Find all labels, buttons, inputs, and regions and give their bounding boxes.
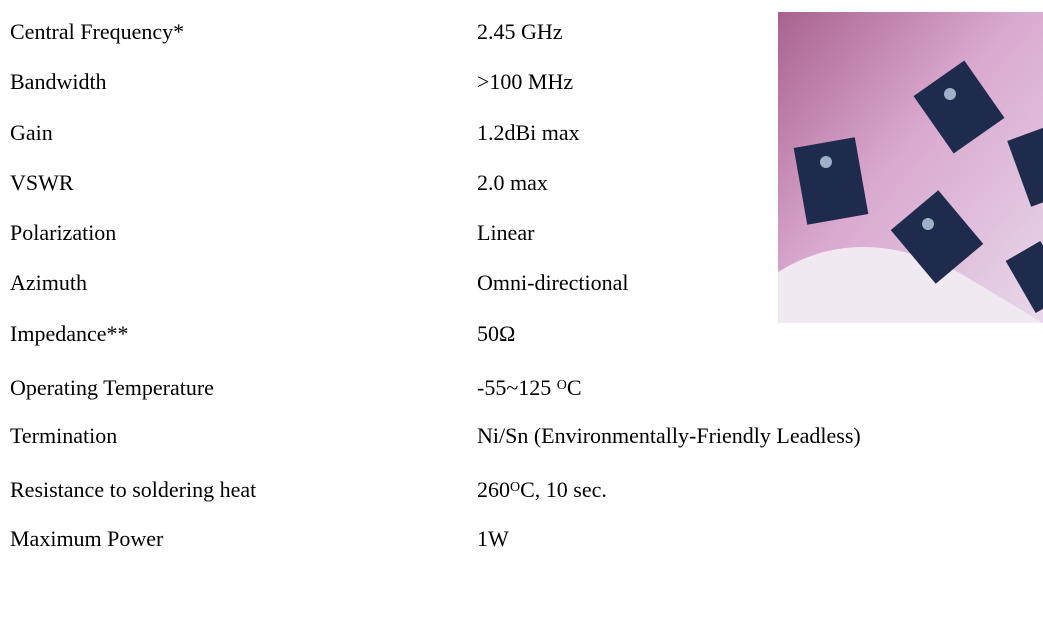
spec-value: 1.2dBi max: [477, 120, 580, 146]
product-photo: [778, 12, 1043, 323]
superscript: O: [556, 378, 567, 393]
spec-label: Azimuth: [10, 270, 87, 295]
value-text: Omni-directional: [477, 270, 629, 295]
spec-value: 2.0 max: [477, 170, 548, 196]
spec-label: VSWR: [10, 170, 74, 195]
spec-value: >100 MHz: [477, 69, 573, 95]
spec-value: Omni-directional: [477, 270, 629, 296]
superscript: O: [510, 480, 521, 495]
value-text: -55~125: [477, 375, 557, 400]
spec-label: Gain: [10, 120, 53, 145]
spec-label: Central Frequency*: [10, 19, 185, 44]
spec-value: 50Ω: [477, 321, 515, 347]
value-text: 1W: [477, 526, 509, 551]
spec-label: Bandwidth: [10, 69, 107, 94]
spec-label: Maximum Power: [10, 526, 164, 551]
spec-value: -55~125 OC: [477, 375, 582, 401]
spec-label: Impedance**: [10, 321, 129, 346]
value-text: 260: [477, 477, 510, 502]
value-text: Ni/Sn (Environmentally-Friendly Leadless…: [477, 423, 861, 448]
spec-label: Resistance to soldering heat: [10, 477, 257, 502]
value-text: C: [566, 375, 582, 400]
spec-value: 2.45 GHz: [477, 19, 563, 45]
value-text: 2.0 max: [477, 170, 548, 195]
spec-value: Ni/Sn (Environmentally-Friendly Leadless…: [477, 423, 861, 449]
value-text: C, 10 sec.: [520, 477, 607, 502]
value-text: Linear: [477, 220, 535, 245]
spec-value: 1W: [477, 526, 509, 552]
value-text: 2.45 GHz: [477, 19, 563, 44]
spec-label: Termination: [10, 423, 118, 448]
value-text: >100 MHz: [477, 69, 574, 94]
spec-label: Operating Temperature: [10, 375, 214, 400]
spec-value: 260OC, 10 sec.: [477, 477, 607, 503]
spec-label: Polarization: [10, 220, 117, 245]
value-text: 50Ω: [477, 321, 516, 346]
value-text: 1.2dBi max: [477, 120, 580, 145]
spec-value: Linear: [477, 220, 534, 246]
